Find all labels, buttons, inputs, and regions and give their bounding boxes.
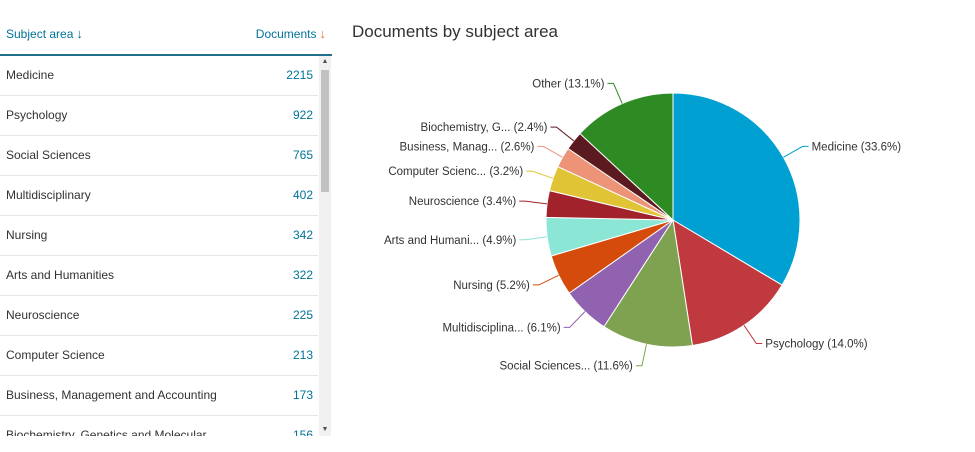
table-scrollbar[interactable]: ▲ ▼ — [319, 56, 331, 436]
pie-slice[interactable] — [672, 219, 783, 347]
subject-name: Nursing — [6, 228, 48, 242]
leader-line — [519, 200, 548, 205]
slice-label: Computer Scienc... (3.2%) — [388, 166, 523, 178]
table-row[interactable]: Neuroscience 225 — [0, 296, 318, 336]
document-count[interactable]: 342 — [292, 228, 313, 242]
slice-label: Neuroscience (3.4%) — [409, 196, 517, 208]
leader-line — [519, 236, 548, 241]
slice-label: Medicine (33.6%) — [812, 141, 902, 153]
leader-line — [563, 311, 586, 328]
table-row[interactable]: Computer Science 213 — [0, 336, 318, 376]
table-row[interactable]: Nursing 342 — [0, 216, 318, 256]
leader-line — [550, 126, 575, 142]
leader-line — [743, 325, 763, 344]
document-count[interactable]: 213 — [292, 348, 313, 362]
table-row[interactable]: Biochemistry, Genetics and Molecular 156 — [0, 416, 318, 436]
subject-area-header-label: Subject area — [6, 27, 74, 41]
leader-line — [635, 344, 647, 367]
table-row[interactable]: Social Sciences 765 — [0, 136, 318, 176]
slice-label: Business, Manag... (2.6%) — [400, 141, 535, 153]
table-row[interactable]: Psychology 922 — [0, 96, 318, 136]
slice-label: Psychology (14.0%) — [765, 339, 867, 351]
leader-line — [607, 82, 623, 104]
arrow-down-icon: ↓ — [319, 26, 327, 41]
slice-label: Multidisciplina... (6.1%) — [442, 322, 560, 334]
subject-name: Business, Management and Accounting — [6, 388, 217, 402]
subject-table: Subject area ↓ Documents ↓ Medicine 2215 Ps… — [0, 0, 332, 452]
subject-name: Medicine — [6, 68, 55, 82]
document-count[interactable]: 765 — [292, 148, 313, 162]
pie-chart: Medicine (33.6%) Psychology (14.0%) Social… — [384, 78, 902, 373]
document-count[interactable]: 922 — [292, 108, 313, 122]
leader-line — [537, 145, 563, 158]
chart-title: Documents by subject area — [352, 22, 558, 41]
slice-label: Social Sciences... (11.6%) — [500, 361, 634, 373]
table-row[interactable]: Medicine 2215 — [0, 56, 318, 96]
table-body: Medicine 2215 Psychology 922 Social Scienc… — [0, 56, 318, 436]
table-row[interactable]: Arts and Humanities 322 — [0, 256, 318, 296]
document-count[interactable]: 156 — [292, 428, 313, 436]
subject-area-sort-button[interactable]: Subject area ↓ — [6, 26, 83, 41]
table-row[interactable]: Business, Management and Accounting 173 — [0, 376, 318, 416]
leader-line — [532, 274, 559, 286]
table-row[interactable]: Multidisciplinary 402 — [0, 176, 318, 216]
slice-label: Biochemistry, G... (2.4%) — [421, 122, 548, 134]
subject-name: Arts and Humanities — [6, 268, 115, 282]
subject-name: Multidisciplinary — [6, 188, 91, 202]
leader-line — [526, 170, 554, 179]
subject-name: Biochemistry, Genetics and Molecular — [6, 428, 207, 436]
documents-sort-button[interactable]: Documents ↓ — [256, 26, 326, 41]
slice-label: Arts and Humani... (4.9%) — [384, 235, 516, 247]
documents-header-label: Documents — [255, 27, 317, 41]
slice-label: Other (13.1%) — [532, 78, 604, 90]
scroll-up-icon[interactable]: ▲ — [321, 58, 329, 65]
scrollbar-thumb[interactable] — [321, 70, 329, 192]
pie-slice[interactable] — [672, 92, 801, 286]
subject-name: Social Sciences — [6, 148, 91, 162]
document-count[interactable]: 225 — [292, 308, 313, 322]
document-count[interactable]: 2215 — [286, 68, 313, 82]
document-count[interactable]: 402 — [292, 188, 313, 202]
arrow-down-icon: ↓ — [76, 26, 83, 41]
leader-line — [783, 145, 809, 158]
document-count[interactable]: 173 — [292, 388, 313, 402]
table-header: Subject area ↓ Documents ↓ — [0, 14, 332, 56]
slice-label: Nursing (5.2%) — [453, 280, 530, 292]
subject-name: Psychology — [6, 108, 68, 122]
subject-name: Neuroscience — [6, 308, 80, 322]
document-count[interactable]: 322 — [292, 268, 313, 282]
scroll-down-icon[interactable]: ▼ — [321, 426, 329, 433]
subject-name: Computer Science — [6, 348, 105, 362]
pie-slice[interactable] — [579, 92, 674, 222]
